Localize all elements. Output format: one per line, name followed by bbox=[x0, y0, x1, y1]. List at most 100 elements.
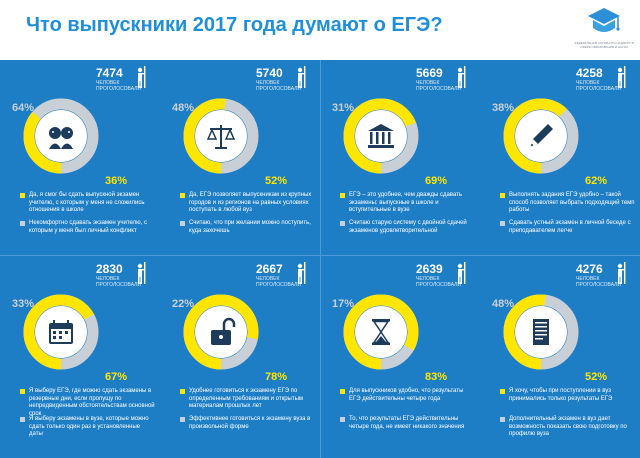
divider-horizontal bbox=[0, 255, 640, 256]
statement-no: Сдавать устный экзамен в личной беседе с… bbox=[500, 220, 635, 235]
voter-icon bbox=[137, 66, 146, 88]
percent-no: 33% bbox=[12, 298, 35, 310]
divider-vertical bbox=[320, 60, 321, 458]
percent-no: 64% bbox=[12, 102, 35, 114]
donut-chart bbox=[23, 98, 99, 174]
statement-no-text: Сдавать устный экзамен в личной беседе с… bbox=[509, 220, 631, 234]
vote-count: 4276 bbox=[576, 262, 603, 276]
statement-yes: Я выберу ЕГЭ, где можно сдать экзамены в… bbox=[20, 388, 155, 418]
percent-yes: 62% bbox=[585, 175, 608, 187]
survey-card: 2830 ЧЕЛОВЕК ПРОГОЛОСОВАЛИ 33% 67% Я выберу … bbox=[0, 256, 160, 451]
survey-card: 2639 ЧЕЛОВЕК ПРОГОЛОСОВАЛИ 17% 83% Для выпус… bbox=[320, 256, 480, 451]
statement-yes: Да, я смог бы сдать выпускной экзамен уч… bbox=[20, 192, 155, 215]
survey-card: 5669 ЧЕЛОВЕК ПРОГОЛОСОВАЛИ 31% 69% ЕГЭ – это… bbox=[320, 60, 480, 255]
statement-no-text: Считаю старую систему с двойной сдачей э… bbox=[349, 220, 467, 234]
vote-count-label: ЧЕЛОВЕК ПРОГОЛОСОВАЛИ bbox=[256, 276, 302, 288]
percent-no: 17% bbox=[332, 298, 355, 310]
statement-yes: Выполнять задания ЕГЭ удобно – такой спо… bbox=[500, 192, 635, 215]
percent-no: 38% bbox=[492, 102, 515, 114]
percent-yes: 83% bbox=[425, 371, 448, 383]
percent-yes: 78% bbox=[265, 371, 288, 383]
open-lock-icon bbox=[211, 317, 236, 345]
statement-yes: Удобнее готовиться к экзамену ЕГЭ по опр… bbox=[180, 388, 315, 411]
vote-count: 2667 bbox=[256, 262, 283, 276]
statement-yes: Для выпускников удобно, что результаты Е… bbox=[340, 388, 475, 403]
statement-yes-text: Я выберу ЕГЭ, где можно сдать экзамены в… bbox=[29, 388, 155, 417]
vote-count-label: ЧЕЛОВЕК ПРОГОЛОСОВАЛИ bbox=[96, 80, 142, 92]
document-icon bbox=[533, 319, 549, 345]
voter-icon bbox=[457, 262, 466, 284]
percent-no: 31% bbox=[332, 102, 355, 114]
statement-yes-text: Выполнять задания ЕГЭ удобно – такой спо… bbox=[509, 192, 635, 213]
voter-icon bbox=[617, 66, 626, 88]
statement-no: Дополнительный экзамен в вуз дает возмож… bbox=[500, 416, 635, 439]
page-title: Что выпускники 2017 года думают о ЕГЭ? bbox=[26, 14, 443, 36]
percent-yes: 52% bbox=[585, 371, 608, 383]
logo-caption: ФЕДЕРАЛЬНАЯ СЛУЖБА ПО НАДЗОРУ В СФЕРЕ ОБ… bbox=[574, 41, 634, 49]
statement-yes-text: Я хочу, чтобы при поступлении в вуз прин… bbox=[509, 388, 613, 402]
vote-count-label: ЧЕЛОВЕК ПРОГОЛОСОВАЛИ bbox=[576, 80, 622, 92]
voter-icon bbox=[137, 262, 146, 284]
statement-no: Считаю старую систему с двойной сдачей э… bbox=[340, 220, 475, 235]
vote-count-label: ЧЕЛОВЕК ПРОГОЛОСОВАЛИ bbox=[256, 80, 302, 92]
statement-no: Эффективнее готовиться к экзамену вуза в… bbox=[180, 416, 315, 431]
vote-count-label: ЧЕЛОВЕК ПРОГОЛОСОВАЛИ bbox=[576, 276, 622, 288]
percent-yes: 67% bbox=[105, 371, 128, 383]
statement-yes: Да, ЕГЭ позволяет выпускникам из крупных… bbox=[180, 192, 315, 215]
survey-card: 4276 ЧЕЛОВЕК ПРОГОЛОСОВАЛИ 48% 52% Я хочу, ч… bbox=[480, 256, 640, 451]
vote-count-label: ЧЕЛОВЕК ПРОГОЛОСОВАЛИ bbox=[416, 80, 462, 92]
statement-yes-text: Удобнее готовиться к экзамену ЕГЭ по опр… bbox=[189, 388, 304, 409]
vote-count-label: ЧЕЛОВЕК ПРОГОЛОСОВАЛИ bbox=[416, 276, 462, 288]
vote-count: 5669 bbox=[416, 66, 443, 80]
percent-no: 22% bbox=[172, 298, 195, 310]
donut-chart bbox=[343, 98, 419, 174]
donut-yes-arc bbox=[183, 98, 259, 174]
vote-count: 2830 bbox=[96, 262, 123, 276]
statement-yes-text: Да, ЕГЭ позволяет выпускникам из крупных… bbox=[189, 192, 312, 213]
donut-yes-arc bbox=[503, 98, 579, 174]
statement-no-text: Считаю, что при желании можно поступить,… bbox=[189, 220, 311, 234]
statement-yes-text: ЕГЭ – это удобнее, чем дважды сдавать эк… bbox=[349, 192, 462, 213]
people-icon bbox=[49, 127, 73, 149]
pen-icon bbox=[530, 124, 553, 147]
statement-no: То, что результаты ЕГЭ действительны чет… bbox=[340, 416, 475, 431]
survey-card: 2667 ЧЕЛОВЕК ПРОГОЛОСОВАЛИ 22% 78% Удобнее г… bbox=[160, 256, 320, 451]
donut-yes-arc bbox=[343, 294, 419, 370]
statement-yes: ЕГЭ – это удобнее, чем дважды сдавать эк… bbox=[340, 192, 475, 215]
statement-no: Считаю, что при желании можно поступить,… bbox=[180, 220, 315, 235]
statement-yes-text: Для выпускников удобно, что результаты Е… bbox=[349, 388, 464, 402]
buildings-icon bbox=[368, 124, 394, 148]
percent-yes: 69% bbox=[425, 175, 448, 187]
vote-count: 7474 bbox=[96, 66, 123, 80]
rosobrnadzor-logo bbox=[588, 8, 620, 32]
voter-icon bbox=[617, 262, 626, 284]
survey-card: 5740 ЧЕЛОВЕК ПРОГОЛОСОВАЛИ 48% 52% Да, ЕГЭ п… bbox=[160, 60, 320, 255]
calendar-icon bbox=[49, 320, 73, 344]
statement-yes: Я хочу, чтобы при поступлении в вуз прин… bbox=[500, 388, 635, 403]
percent-no: 48% bbox=[172, 102, 195, 114]
scales-icon bbox=[206, 125, 236, 149]
donut-yes-arc bbox=[23, 98, 99, 174]
statement-no-text: Эффективнее готовиться к экзамену вуза в… bbox=[189, 416, 311, 430]
donut-yes-arc bbox=[503, 294, 579, 370]
vote-count-label: ЧЕЛОВЕК ПРОГОЛОСОВАЛИ bbox=[96, 276, 142, 288]
statement-no-text: Дополнительный экзамен в вуз дает возмож… bbox=[509, 416, 627, 437]
voter-icon bbox=[297, 262, 306, 284]
donut-yes-arc bbox=[183, 294, 259, 370]
voter-icon bbox=[457, 66, 466, 88]
voter-icon bbox=[297, 66, 306, 88]
vote-count: 5740 bbox=[256, 66, 283, 80]
donut-yes-arc bbox=[23, 294, 99, 370]
vote-count: 2639 bbox=[416, 262, 443, 276]
percent-yes: 52% bbox=[265, 175, 288, 187]
statement-no: Некомфортно сдавать экзамен учителю, с к… bbox=[20, 220, 155, 235]
statement-no-text: Некомфортно сдавать экзамен учителю, с к… bbox=[29, 220, 147, 234]
donut-yes-arc bbox=[343, 98, 419, 174]
statement-no: Я выберу экзамены в вузе, которые можно … bbox=[20, 416, 155, 439]
hourglass-icon bbox=[372, 319, 390, 345]
percent-no: 48% bbox=[492, 298, 515, 310]
statement-yes-text: Да, я смог бы сдать выпускной экзамен уч… bbox=[29, 192, 145, 213]
statement-no-text: Я выберу экзамены в вузе, которые можно … bbox=[29, 416, 149, 437]
survey-card: 7474 ЧЕЛОВЕК ПРОГОЛОСОВАЛИ 64% 36% Да, я смо… bbox=[0, 60, 160, 255]
